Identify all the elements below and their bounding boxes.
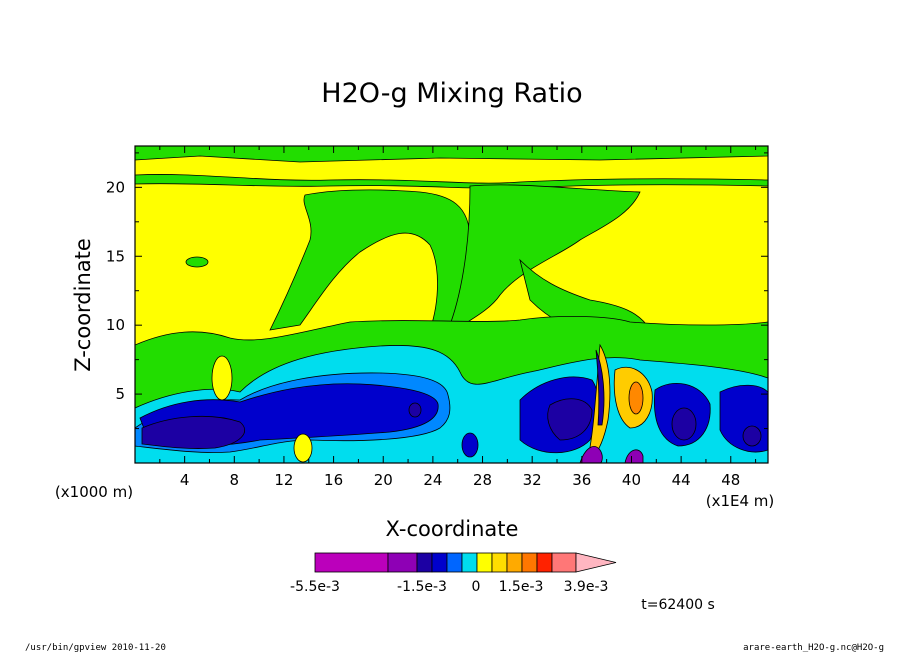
y-tick-label: 10 (106, 316, 125, 334)
colorbar-swatch (536, 552, 553, 573)
x-unit-left: (x1000 m) (55, 483, 133, 501)
x-tick-label: 48 (721, 471, 740, 489)
x-tick-label: 4 (180, 471, 190, 489)
x-axis: 4 8 12 16 20 24 28 32 36 40 44 48 (159, 146, 757, 489)
mixing-ratio-field (135, 146, 768, 463)
y-axis: 5 10 15 20 (106, 152, 768, 430)
field-navy-spot (408, 402, 422, 418)
y-tick-label: 5 (115, 385, 125, 403)
x-tick-label: 36 (572, 471, 591, 489)
field-purple-spot-2 (624, 449, 644, 463)
field-navy-core (141, 415, 246, 449)
footer-left: /usr/bin/gpview 2010-11-20 (25, 643, 166, 653)
colorbar-swatch (521, 552, 538, 573)
y-axis-label: Z-coordinate (71, 238, 95, 372)
field-yellow-spot (293, 433, 313, 463)
colorbar-swatch (431, 552, 448, 573)
chart-title: H2O-g Mixing Ratio (321, 78, 582, 109)
x-tick-label: 24 (423, 471, 442, 489)
field-purple-spot (579, 446, 603, 463)
colorbar-swatch (461, 552, 478, 573)
field-band-20 (135, 174, 768, 189)
colorbar-label: -5.5e-3 (290, 579, 340, 595)
colorbar-swatch (476, 552, 493, 573)
x-tick-label: 32 (523, 471, 542, 489)
colorbar-label: 3.9e-3 (564, 579, 609, 595)
colorbar-swatch (506, 552, 523, 573)
x-unit-right: (x1E4 m) (706, 492, 775, 510)
field-orange-cell (628, 381, 644, 415)
colorbar-swatch (416, 552, 433, 573)
x-tick-label: 40 (622, 471, 641, 489)
field-blue-spot (461, 432, 479, 458)
field-navy-cell-44 (671, 407, 697, 441)
colorbar-swatch (314, 552, 389, 573)
field-navy-cell-48 (742, 425, 762, 447)
colorbar-swatch (446, 552, 463, 573)
colorbar-label: -1.5e-3 (397, 579, 447, 595)
y-tick-label: 15 (106, 247, 125, 265)
plot-frame (134, 145, 769, 464)
x-tick-label: 44 (672, 471, 691, 489)
time-annotation: t=62400 s (641, 597, 715, 613)
field-yellow-islet (211, 355, 233, 401)
x-tick-label: 8 (230, 471, 240, 489)
field-green-plume-left (269, 189, 471, 331)
colorbar-labels: -5.5e-3 -1.5e-3 0 1.5e-3 3.9e-3 (290, 579, 608, 595)
y-tick-label: 20 (106, 178, 125, 196)
x-tick-label: 20 (374, 471, 393, 489)
colorbar-extend-arrow (575, 552, 617, 573)
field-navy-streak (595, 349, 605, 426)
colorbar-swatch (491, 552, 508, 573)
x-tick-label: 12 (274, 471, 293, 489)
colorbar-swatch (551, 552, 577, 573)
field-top-band (135, 146, 768, 163)
colorbar-label: 0 (472, 579, 481, 595)
footer-right: arare-earth_H2O-g.nc@H2O-g (743, 643, 884, 653)
x-tick-label: 16 (324, 471, 343, 489)
x-axis-label: X-coordinate (386, 517, 519, 541)
colorbar (314, 552, 617, 573)
colorbar-label: 1.5e-3 (499, 579, 544, 595)
x-tick-label: 28 (473, 471, 492, 489)
colorbar-swatch (387, 552, 418, 573)
field-green-plume-mid (447, 184, 641, 331)
field-navy-cell-36 (547, 398, 593, 441)
field-green-islet (185, 256, 209, 268)
